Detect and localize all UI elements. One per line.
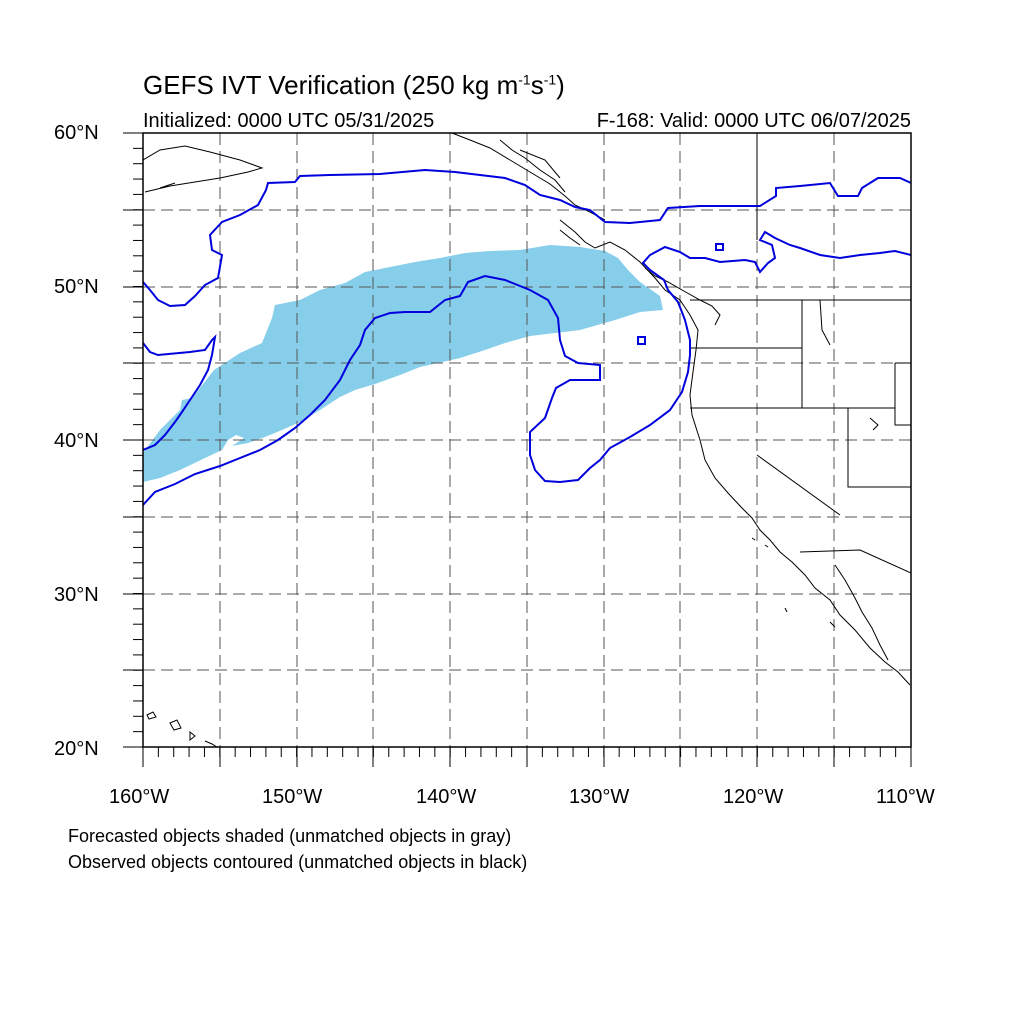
observed-object-inland bbox=[143, 230, 911, 506]
lat-label-20n: 20°N bbox=[54, 738, 99, 760]
observed-object-small-2 bbox=[637, 336, 646, 345]
valid-time: F-168: Valid: 0000 UTC 06/07/2025 bbox=[596, 110, 911, 132]
legend-forecast-note: Forecasted objects shaded (unmatched obj… bbox=[68, 826, 512, 846]
lat-label-60n: 60°N bbox=[54, 122, 99, 144]
legend-observed-note: Observed objects contoured (unmatched ob… bbox=[68, 852, 528, 872]
axis-ticks bbox=[123, 132, 912, 767]
lat-label-50n: 50°N bbox=[54, 276, 99, 298]
lon-label-120w: 120°W bbox=[723, 786, 784, 808]
hawaii-islands bbox=[146, 711, 218, 747]
vancouver-island-coast bbox=[559, 229, 721, 326]
lat-label-30n: 30°N bbox=[54, 584, 99, 606]
lon-label-160w: 160°W bbox=[109, 786, 170, 808]
lon-label-140w: 140°W bbox=[416, 786, 477, 808]
lat-label-40n: 40°N bbox=[54, 430, 99, 452]
state-borders bbox=[690, 133, 911, 574]
alaska-coastline bbox=[143, 133, 606, 221]
lon-label-150w: 150°W bbox=[262, 786, 323, 808]
observed-object-north bbox=[143, 168, 911, 308]
lon-label-110w: 110°W bbox=[876, 786, 935, 808]
grid-lines bbox=[143, 133, 911, 747]
initialized-time: Initialized: 0000 UTC 05/31/2025 bbox=[143, 110, 435, 132]
na-west-coastline bbox=[559, 219, 911, 686]
minor-ticks bbox=[133, 132, 897, 757]
map-title: GEFS IVT Verification (250 kg m-1s-1) bbox=[143, 70, 565, 100]
observed-object-small-1 bbox=[715, 243, 724, 251]
lon-label-130w: 130°W bbox=[569, 786, 630, 808]
small-islands bbox=[751, 417, 879, 628]
observed-object-west bbox=[143, 334, 217, 451]
